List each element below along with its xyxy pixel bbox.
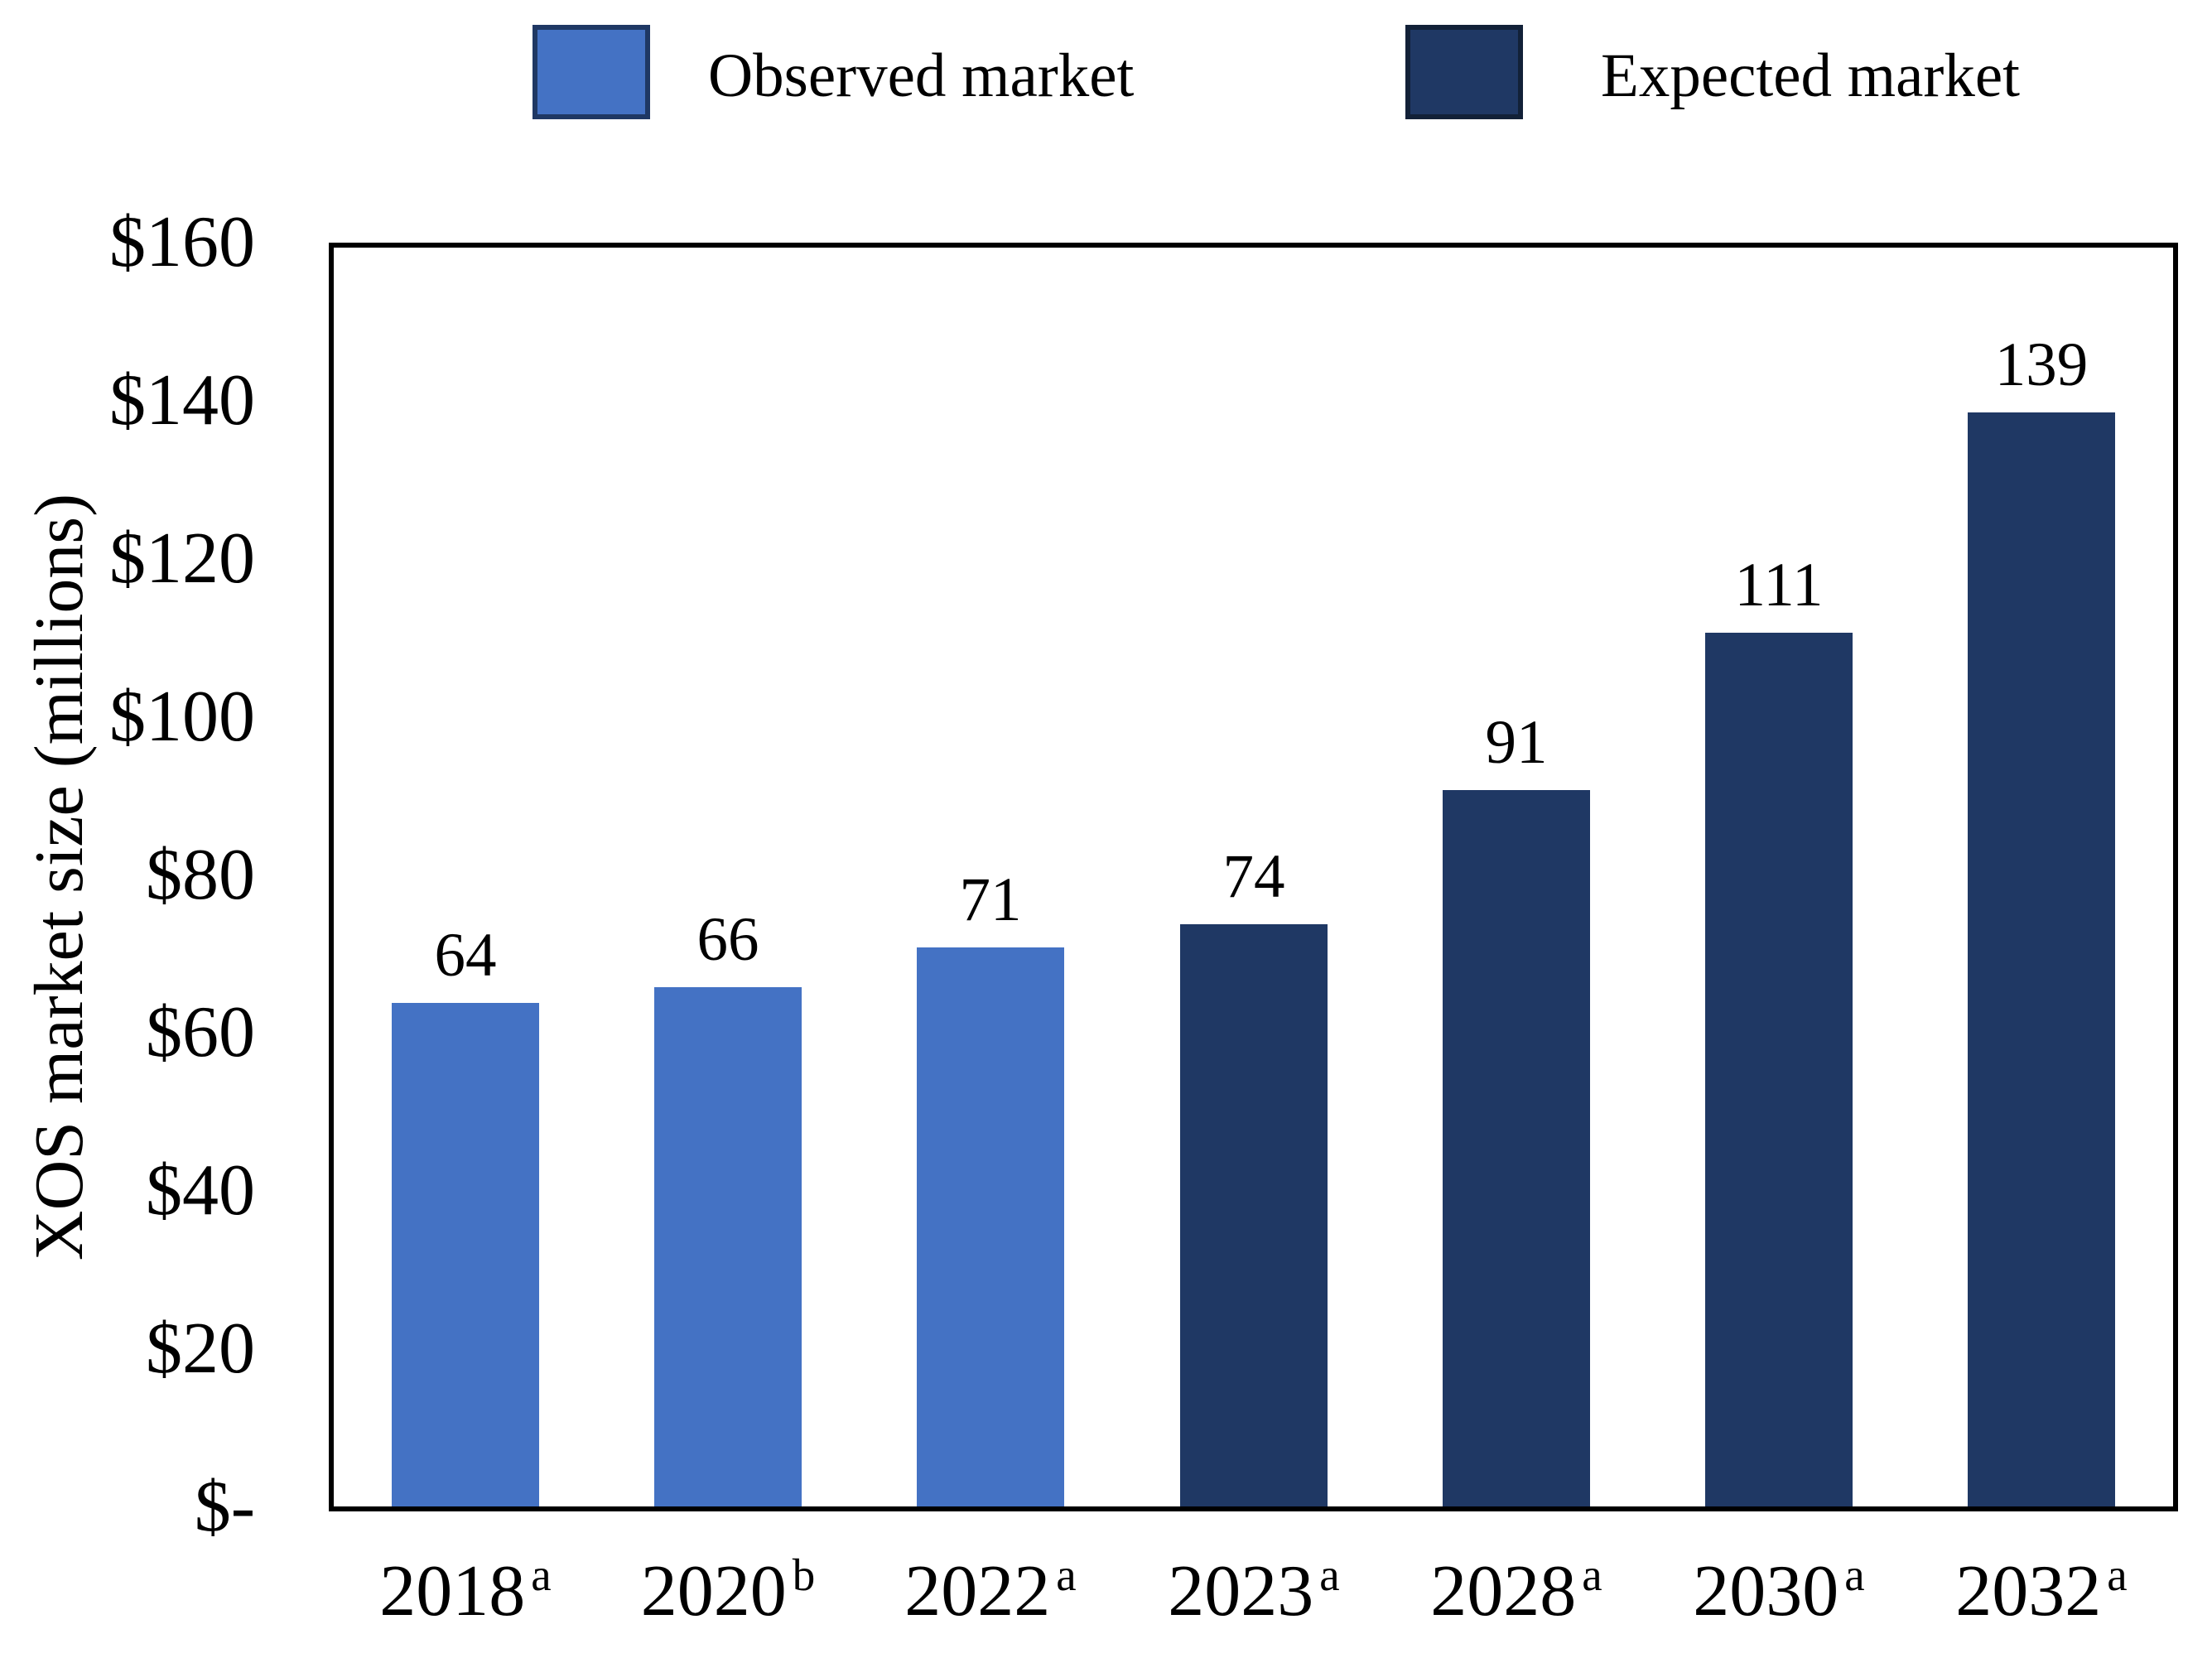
legend-swatch-expected-market	[1405, 25, 1523, 119]
y-axis-tick-label: $120	[109, 518, 255, 599]
bar-2032	[1968, 412, 2115, 1506]
bar-value-label: 74	[1222, 842, 1285, 911]
x-axis-category-label: 2028 a	[1430, 1549, 1602, 1631]
category-footnote-marker: a	[1319, 1549, 1340, 1600]
category-footnote-marker: a	[2107, 1549, 2128, 1600]
bar-value-label: 66	[696, 905, 759, 974]
bar-value-label: 71	[959, 865, 1022, 934]
bar-value-label: 111	[1734, 551, 1824, 619]
x-axis-category-label: 2023 a	[1168, 1549, 1340, 1631]
bar-2020	[654, 987, 802, 1506]
bar-2018	[392, 1003, 539, 1506]
bar-2030	[1705, 633, 1853, 1506]
bar-2023	[1180, 924, 1328, 1506]
bar-value-label: 139	[1994, 330, 2089, 399]
y-axis-tick-label: $60	[146, 992, 255, 1072]
y-axis-tick-label: $140	[109, 360, 255, 441]
y-axis-tick-label: $20	[146, 1309, 255, 1389]
y-axis-title: XOS market size (millions)	[21, 493, 98, 1261]
y-axis-tick-label: $80	[146, 835, 255, 915]
x-axis-category-label: 2032 a	[1955, 1549, 2128, 1631]
x-axis-category-label: 2030 a	[1693, 1549, 1865, 1631]
bar-2022	[917, 947, 1064, 1506]
y-axis-tick-label: $160	[109, 202, 255, 282]
bar-value-label: 64	[434, 921, 497, 990]
legend-label-expected-market: Expected market	[1601, 41, 2020, 110]
bar-2028	[1443, 790, 1590, 1506]
x-axis-category-label: 2020 b	[640, 1549, 816, 1631]
category-footnote-marker: a	[1056, 1549, 1077, 1600]
category-footnote-marker: a	[1582, 1549, 1602, 1600]
x-axis-category-label: 2018 a	[379, 1549, 552, 1631]
y-axis-tick-label: $100	[109, 677, 255, 757]
legend-label-observed-market: Observed market	[708, 41, 1135, 110]
legend-swatch-observed-market	[533, 25, 650, 119]
x-axis-category-label: 2022 a	[904, 1549, 1077, 1631]
category-footnote-marker: a	[1844, 1549, 1865, 1600]
category-footnote-marker: a	[531, 1549, 552, 1600]
bar-value-label: 91	[1485, 708, 1548, 777]
category-footnote-marker: b	[792, 1549, 816, 1600]
y-axis-tick-label: $40	[146, 1150, 255, 1231]
y-axis-tick-label: $-	[194, 1467, 255, 1547]
